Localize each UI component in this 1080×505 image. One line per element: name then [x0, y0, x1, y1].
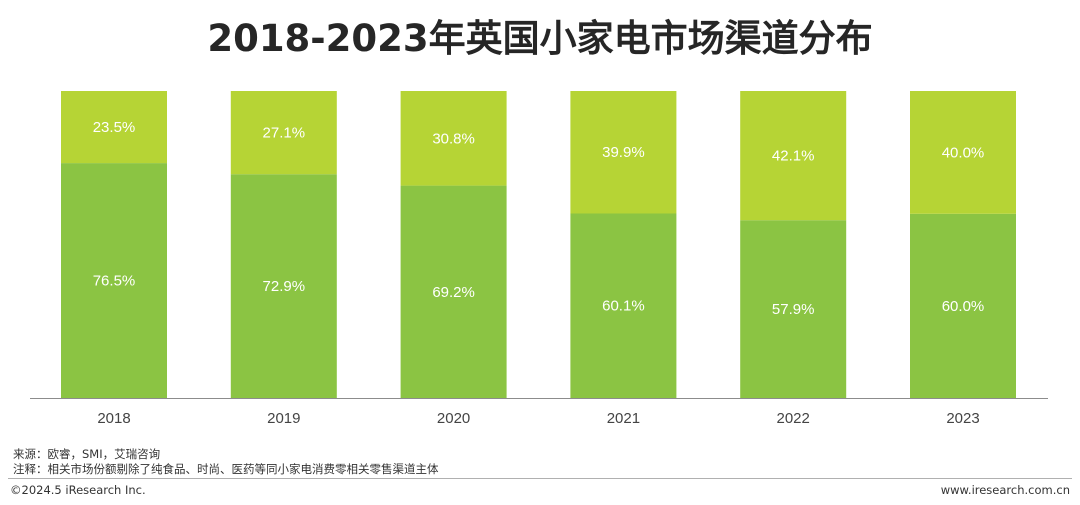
bar-segment — [570, 91, 677, 214]
bar-segment — [230, 174, 337, 398]
data-label: 23.5% — [93, 119, 136, 136]
bar-segment — [570, 213, 677, 398]
bar-segment — [740, 220, 847, 398]
x-tick-label: 2023 — [946, 410, 979, 427]
bar-segment — [910, 213, 1016, 398]
data-label: 60.1% — [602, 298, 645, 315]
x-tick-label: 2022 — [777, 410, 810, 427]
data-label: 72.9% — [263, 278, 306, 295]
bar-segment — [400, 91, 507, 186]
bar-segment — [61, 91, 167, 164]
footer-divider — [8, 478, 1072, 479]
data-label: 69.2% — [432, 284, 475, 301]
copyright-text: ©2024.5 iResearch Inc. — [10, 483, 146, 497]
data-label: 30.8% — [432, 130, 475, 147]
data-label: 39.9% — [602, 144, 645, 161]
x-tick-label: 2020 — [437, 410, 470, 427]
bar-segment — [230, 91, 337, 175]
bar-segment — [910, 91, 1016, 214]
data-label: 60.0% — [942, 298, 985, 315]
x-tick-label: 2021 — [607, 410, 640, 427]
bar-segment — [61, 163, 167, 398]
stacked-bar-chart: 76.5% 23.5% 2018 72.9% 27.1% 2019 69.2% 30.8% 20… — [30, 91, 1048, 427]
x-tick-label: 2018 — [97, 410, 130, 427]
chart-title: 2018-2023年英国小家电市场渠道分布 — [207, 17, 873, 60]
source-note: 来源：欧睿，SMI，艾瑞咨询 — [13, 447, 161, 461]
x-tick-label: 2019 — [267, 410, 300, 427]
website-text: www.iresearch.com.cn — [940, 483, 1070, 497]
annotation-note: 注释：相关市场份额剔除了纯食品、时尚、医药等同小家电消费零相关零售渠道主体 — [13, 462, 439, 476]
data-label: 42.1% — [772, 148, 815, 165]
bar-segment — [740, 91, 847, 221]
data-label: 57.9% — [772, 301, 815, 318]
data-label: 76.5% — [93, 273, 136, 290]
data-label: 40.0% — [942, 144, 985, 161]
bar-segment — [400, 185, 507, 398]
data-label: 27.1% — [263, 125, 306, 142]
